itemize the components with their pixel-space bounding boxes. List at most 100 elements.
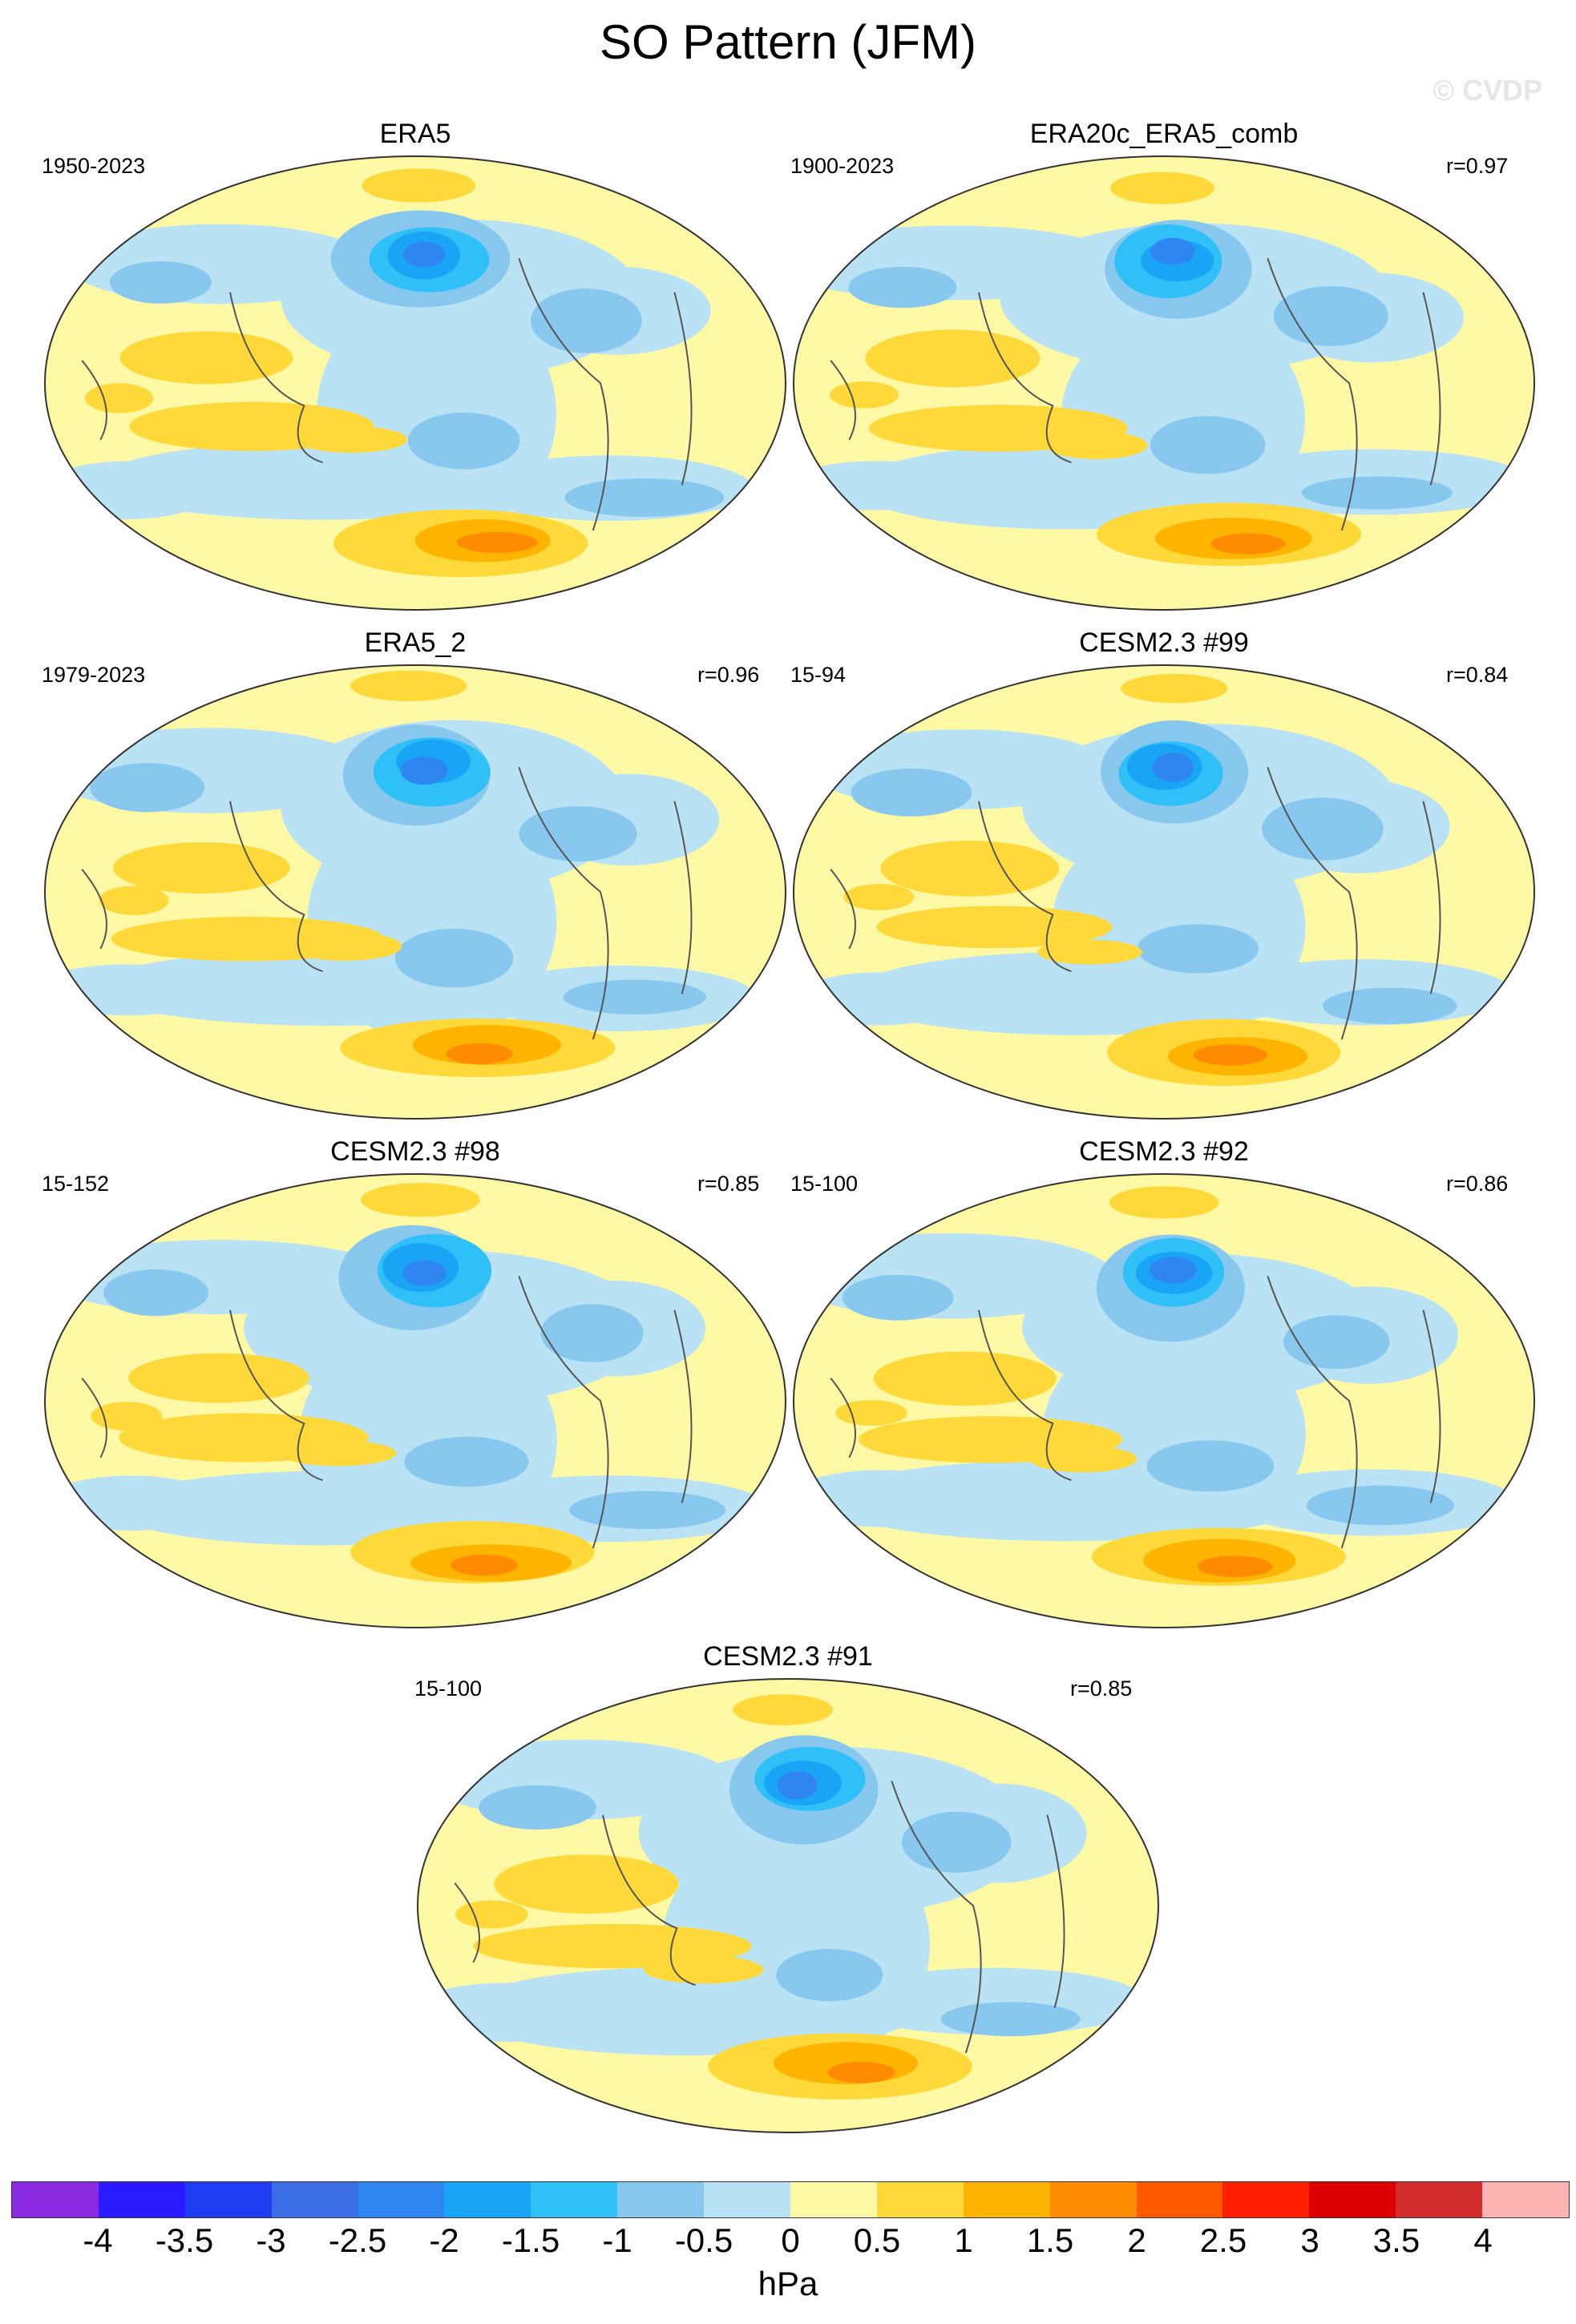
coastline [81,360,107,441]
map-border [44,664,786,1120]
colorbar-tick-label: -4 [83,2221,113,2259]
coastline [978,801,1072,973]
pressure-anomaly-region [1210,533,1286,555]
panel-correlation: r=0.96 [697,663,760,687]
colorbar-swatch [963,2182,1050,2217]
colorbar-tick-label: 2.5 [1199,2221,1247,2259]
colorbar-tick-label: -2.5 [328,2221,387,2259]
pressure-anomaly-region [564,478,725,517]
panel-correlation: r=0.97 [1446,154,1509,178]
pressure-anomaly-region [361,1183,481,1217]
map-panel [417,1678,1159,2133]
coastline [1267,767,1358,1040]
colorbar-swatch [1309,2182,1396,2217]
pressure-anomaly-region [45,1475,220,1531]
pressure-anomaly-region [1121,673,1228,704]
pressure-anomaly-region [843,884,915,910]
coastline [978,292,1072,464]
pressure-anomaly-region [1262,797,1384,861]
pressure-anomaly-region [851,769,972,817]
colorbar-swatch [790,2182,877,2217]
pressure-anomaly-region [1137,924,1259,974]
coastline [1422,292,1441,486]
pressure-anomaly-region [479,1785,596,1830]
pressure-anomaly-region [45,461,214,519]
coastline [830,360,856,441]
pressure-anomaly-region [519,805,637,862]
watermark: © CVDP [1433,74,1542,107]
colorbar-tick-label: -0.5 [674,2221,733,2259]
panel-correlation: r=0.85 [1070,1676,1133,1701]
pressure-anomaly-region [279,1440,397,1467]
panel-title: CESM2.3 #92 [1079,1136,1249,1167]
pressure-anomaly-region [103,1269,209,1317]
panel-correlation: r=0.85 [697,1172,760,1196]
pressure-anomaly-region [1110,171,1214,204]
coastline [830,1378,856,1459]
coastline [1267,258,1358,531]
colorbar-tick-label: -2 [429,2221,459,2259]
panel-title: ERA5 [379,119,451,149]
pressure-anomaly-region [113,842,290,894]
pressure-anomaly-region [128,1353,309,1403]
coastline [518,258,609,531]
map-border [44,155,786,611]
colorbar-swatch [1049,2182,1137,2217]
pressure-anomaly-region [865,329,1041,388]
pressure-anomaly-region [1037,939,1142,965]
panel-title: CESM2.3 #91 [703,1641,873,1672]
pressure-anomaly-region [873,1351,1057,1406]
pressure-anomaly-region [408,412,520,470]
pressure-anomaly-region [569,1491,725,1530]
map-border [793,155,1535,611]
pressure-anomaly-region [418,1983,605,2042]
pressure-anomaly-region [394,928,514,988]
colorbar-tick-label: 0.5 [853,2221,901,2259]
coastline [81,869,107,950]
pressure-anomaly-region [119,331,293,385]
coastline [673,801,693,995]
pressure-anomaly-region [835,1400,907,1426]
pressure-anomaly-region [795,972,963,1026]
colorbar-tick-label: -3.5 [155,2221,214,2259]
coastline [229,801,323,973]
map-panel [44,1173,786,1628]
pressure-anomaly-region [1306,1485,1454,1526]
pressure-anomaly-region [563,979,706,1015]
pressure-anomaly-region [940,2002,1081,2036]
map-border [793,1173,1535,1628]
pressure-anomaly-region [776,1948,883,2002]
pressure-anomaly-region [842,1274,954,1321]
pressure-anomaly-region [1283,1315,1390,1370]
colorbar-swatch [358,2182,445,2217]
pressure-anomaly-region [1152,752,1194,783]
colorbar-swatch [444,2182,531,2217]
colorbar-swatch [1396,2182,1483,2217]
pressure-anomaly-region [1150,1257,1197,1284]
colorbar-tick-label: 3 [1300,2221,1319,2259]
pressure-anomaly-region [494,1854,679,1914]
pressure-anomaly-region [400,757,448,785]
pressure-anomaly-region [1301,476,1453,510]
coastline [229,1309,323,1482]
colorbar-swatch [184,2182,272,2217]
pressure-anomaly-region [287,931,402,961]
coastline [1422,801,1441,995]
pressure-anomaly-region [446,1043,513,1065]
coastline [1422,1309,1441,1503]
pressure-anomaly-region [402,241,446,268]
pressure-anomaly-region [827,2061,895,2084]
colorbar-tick-label: -1 [602,2221,632,2259]
pressure-anomaly-region [45,964,226,1016]
pressure-anomaly-region [644,1955,764,1984]
map-border [793,664,1535,1120]
coastline [1267,1276,1358,1549]
pressure-anomaly-region [450,1554,518,1576]
coastline [1046,1814,1065,2008]
colorbar-tick-label: 1 [954,2221,973,2259]
pressure-anomaly-region [1029,1445,1138,1473]
panel-period: 15-100 [790,1172,859,1196]
colorbar [11,2181,1570,2218]
colorbar-swatch [531,2182,618,2217]
pressure-anomaly-region [794,461,969,510]
